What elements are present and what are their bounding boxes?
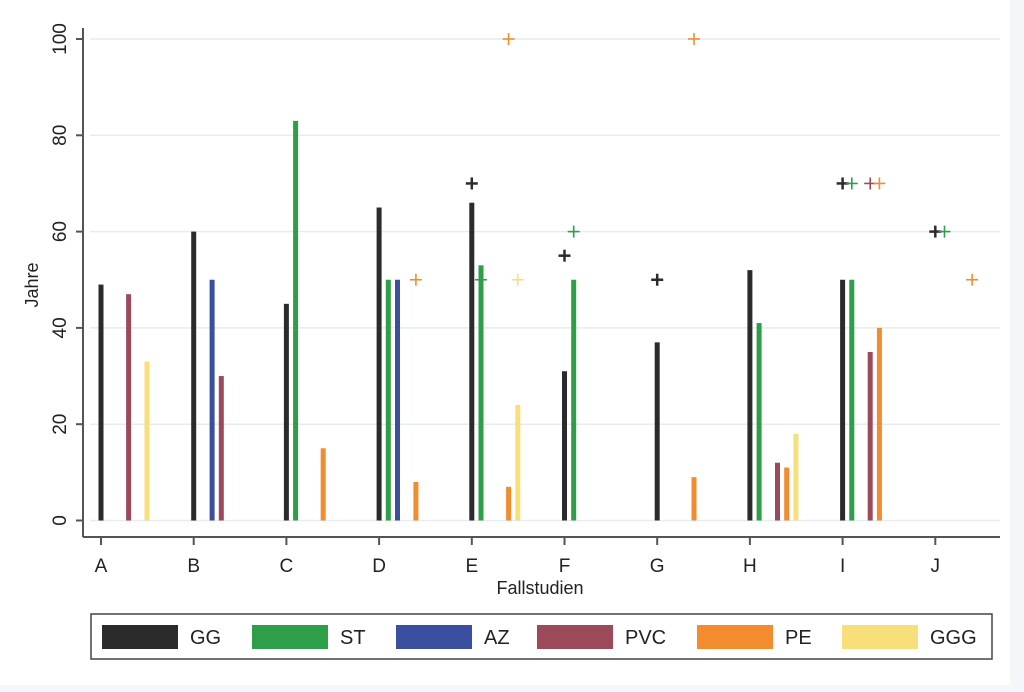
marker-st-j — [938, 225, 951, 238]
y-tick-label: 20 — [50, 414, 71, 435]
bars — [98, 120, 882, 521]
marker-st-i — [845, 177, 858, 190]
legend-label-ggg: GGG — [930, 627, 977, 649]
bar-pvc-a — [126, 294, 132, 521]
bar-gg-c — [283, 303, 289, 521]
bar-az-d — [395, 279, 400, 521]
bar-st-h — [756, 323, 762, 521]
bar-st-f — [571, 279, 577, 521]
legend-swatch-ggg — [842, 625, 918, 649]
marker-pe-i — [873, 177, 886, 190]
bar-pe-g — [691, 477, 697, 521]
x-tick-label: E — [465, 556, 478, 577]
x-tick-label: D — [372, 556, 386, 577]
bar-az-b — [209, 279, 215, 521]
x-ticks: A B C D E F G H I J — [95, 537, 940, 577]
x-axis-title: Fallstudien — [496, 578, 583, 598]
bar-pe-h — [784, 467, 790, 521]
y-tick-label: 40 — [50, 317, 71, 338]
legend-label-az: AZ — [484, 627, 510, 649]
marker-st-f — [567, 225, 580, 238]
y-axis-title: Jahre — [22, 262, 42, 307]
legend-label-st: ST — [340, 627, 366, 649]
legend: GG ST AZ PVC PE GGG — [90, 613, 993, 660]
bar-st-i — [849, 279, 855, 521]
bar-pvc-b — [218, 376, 224, 521]
bar-pe-c — [320, 448, 326, 521]
legend-label-pe: PE — [785, 627, 812, 649]
bar-pvc-h — [775, 462, 780, 521]
marker-pe-g — [688, 33, 700, 45]
bar-st-c — [293, 120, 299, 521]
legend-swatch-st — [252, 625, 328, 649]
marker-ggg-e — [511, 273, 524, 286]
x-tick-label: H — [743, 556, 757, 577]
y-tick-label: 60 — [50, 221, 71, 242]
x-tick-label: B — [187, 556, 200, 577]
y-tick-label: 80 — [50, 125, 71, 146]
x-tick-label: I — [840, 556, 845, 577]
bar-pe-i — [876, 327, 882, 521]
bar-gg-f — [562, 371, 567, 521]
marker-pe-d — [409, 273, 422, 286]
bar-pe-d — [413, 481, 419, 521]
marker-pe-j — [966, 273, 979, 286]
markers — [409, 33, 979, 286]
bar-gg-d — [376, 207, 382, 521]
x-tick-label: G — [650, 556, 665, 577]
x-tick-label: F — [559, 556, 571, 577]
bar-gg-g — [654, 342, 660, 521]
legend-label-pvc: PVC — [625, 627, 666, 649]
bar-st-e — [478, 265, 484, 521]
bar-gg-i — [840, 279, 846, 521]
marker-gg-e — [465, 177, 478, 190]
bar-gg-a — [98, 284, 104, 521]
legend-swatch-gg — [102, 625, 178, 649]
bar-ggg-a — [144, 361, 150, 521]
bar-gg-e — [469, 202, 475, 521]
x-tick-label: A — [95, 556, 108, 577]
marker-gg-f — [558, 249, 571, 262]
legend-label-gg: GG — [190, 627, 221, 649]
marker-st-e — [475, 273, 487, 286]
marker-gg-g — [651, 273, 664, 286]
gridlines — [90, 38, 1000, 522]
x-tick-label: J — [931, 556, 941, 577]
legend-swatch-pe — [697, 625, 773, 649]
bar-pe-e — [506, 486, 512, 521]
bar-st-d — [385, 279, 391, 521]
bar-gg-b — [191, 231, 197, 521]
y-tick-label: 100 — [50, 23, 71, 55]
legend-swatch-az — [396, 625, 472, 649]
bar-ggg-e — [515, 404, 521, 521]
y-tick-label: 0 — [50, 515, 71, 526]
marker-pe-e — [502, 33, 515, 45]
x-tick-label: C — [280, 556, 294, 577]
y-ticks: 0 20 40 60 80 100 — [50, 23, 83, 526]
bar-gg-h — [747, 270, 753, 521]
legend-swatch-pvc — [537, 625, 613, 649]
bar-pvc-i — [867, 351, 873, 521]
bar-ggg-h — [793, 433, 799, 521]
